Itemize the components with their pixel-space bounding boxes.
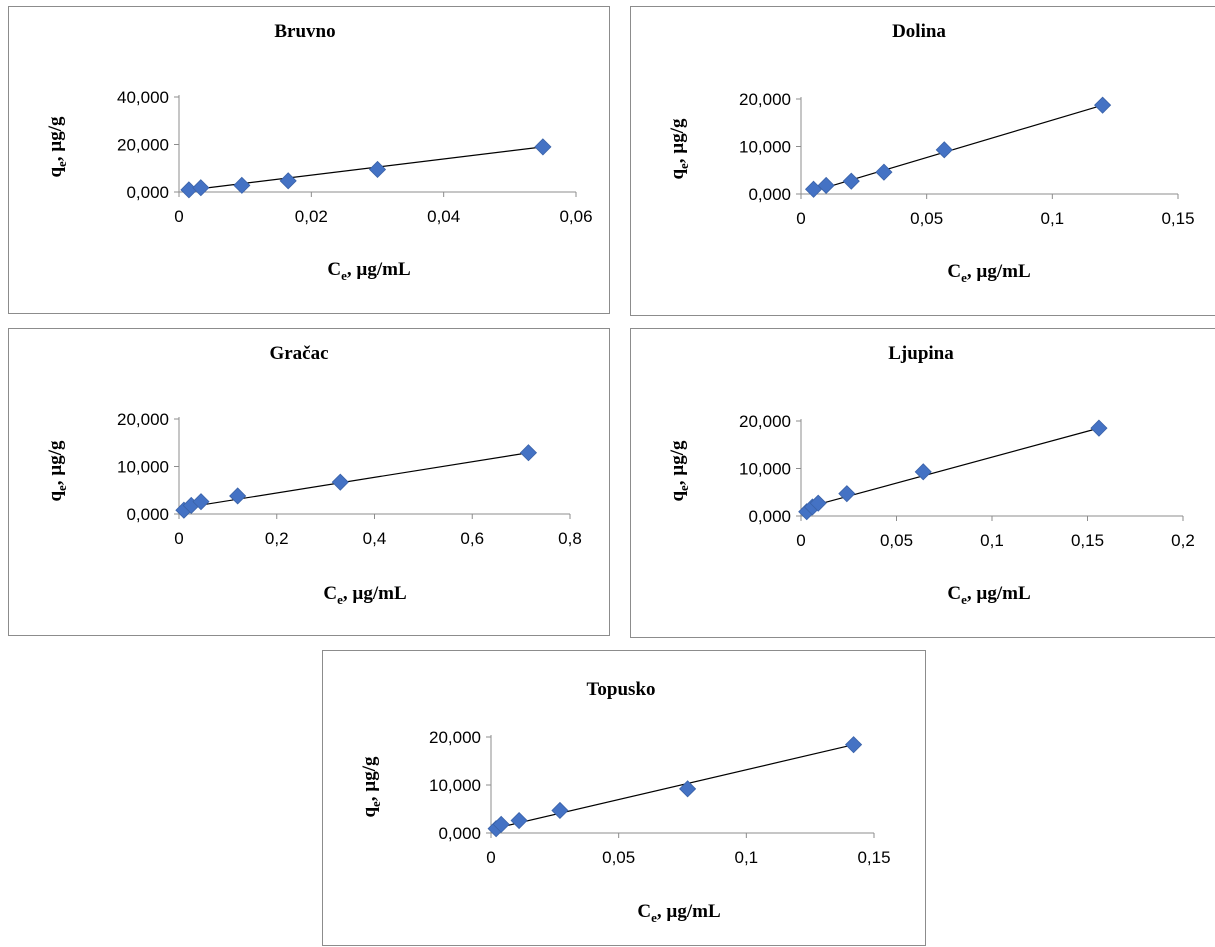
x-tick-label: 0,15 — [857, 848, 890, 867]
chart-panel-dolina: Dolina 0,000 10,000 20,000 0 0,05 0,1 0,15 Ce, µ… — [630, 6, 1215, 316]
y-axis-title: qe, µg/g — [359, 756, 383, 818]
data-point-marker — [192, 493, 210, 511]
chart-title: Ljupina — [888, 343, 954, 364]
chart-panel-ljupina: Ljupina 0,000 10,000 20,000 0 0,05 0,1 0,15 0,2 C… — [630, 328, 1215, 638]
chart-gracac: Gračac 0,000 10,000 20,000 0 0,2 0,4 0,6 0,8 Ce, … — [45, 343, 582, 607]
chart-panel-topusko: Topusko 0,000 10,000 20,000 0 0,05 0,1 0,15 Ce, … — [322, 650, 926, 946]
data-point-marker — [492, 815, 510, 833]
data-point-marker — [935, 141, 953, 159]
data-point-marker — [817, 176, 835, 195]
data-point-marker — [679, 780, 697, 798]
data-point-marker — [1090, 419, 1108, 437]
data-point-marker — [551, 801, 569, 820]
data-point-marker — [838, 485, 856, 503]
x-tick-label: 0,6 — [460, 529, 484, 548]
x-tick-label: 0,1 — [735, 848, 759, 867]
x-tick-label: 0,2 — [265, 529, 289, 548]
x-tick-label: 0,05 — [602, 848, 635, 867]
x-tick-label: 0,05 — [880, 531, 913, 550]
y-tick-label: 20,000 — [739, 90, 791, 109]
y-tick-label: 20,000 — [429, 728, 481, 747]
chart-panel-gracac: Gračac 0,000 10,000 20,000 0 0,2 0,4 0,6 0,8 Ce, … — [8, 328, 610, 636]
y-tick-label: 20,000 — [117, 410, 169, 429]
data-point-marker — [510, 811, 528, 830]
y-tick-label: 0,000 — [126, 505, 169, 524]
x-axis-title: Ce, µg/mL — [637, 901, 720, 925]
x-tick-label: 0,06 — [559, 207, 592, 226]
y-tick-label: 0,000 — [748, 185, 791, 204]
y-tick-label: 20,000 — [739, 412, 791, 431]
trendline — [813, 104, 1103, 192]
x-tick-label: 0,8 — [558, 529, 582, 548]
x-tick-label: 0,02 — [295, 207, 328, 226]
data-point-marker — [842, 172, 860, 190]
x-tick-label: 0 — [174, 207, 183, 226]
x-tick-label: 0,04 — [427, 207, 460, 226]
y-tick-label: 0,000 — [748, 507, 791, 526]
y-tick-label: 20,000 — [117, 136, 169, 155]
data-point-marker — [914, 463, 932, 481]
trendline — [495, 744, 854, 829]
data-point-marker — [192, 179, 210, 197]
data-point-marker — [845, 736, 863, 754]
x-tick-label: 0,15 — [1161, 209, 1194, 228]
chart-panel-bruvno: Bruvno 0,000 20,000 40,000 0 0,02 0,04 0,06 Ce, … — [8, 6, 610, 314]
x-tick-label: 0 — [796, 531, 805, 550]
data-point-marker — [534, 138, 552, 156]
data-point-marker — [805, 180, 823, 198]
chart-title: Dolina — [892, 21, 946, 42]
y-axis-title: qe, µg/g — [667, 440, 691, 502]
x-axis-title: Ce, µg/mL — [947, 261, 1030, 285]
chart-title: Topusko — [586, 679, 655, 700]
data-point-marker — [368, 160, 387, 179]
data-point-marker — [1094, 96, 1112, 114]
y-axis-title: qe, µg/g — [45, 116, 69, 178]
y-tick-label: 10,000 — [739, 138, 791, 157]
x-tick-label: 0,2 — [1171, 531, 1195, 550]
y-axis-title: qe, µg/g — [45, 440, 69, 502]
x-axis-title: Ce, µg/mL — [327, 259, 410, 283]
x-tick-label: 0,05 — [910, 209, 943, 228]
chart-bruvno: Bruvno 0,000 20,000 40,000 0 0,02 0,04 0,06 Ce, … — [45, 21, 593, 283]
chart-ljupina: Ljupina 0,000 10,000 20,000 0 0,05 0,1 0,15 0,2 C… — [667, 343, 1195, 607]
x-tick-label: 0 — [486, 848, 495, 867]
y-tick-label: 40,000 — [117, 88, 169, 107]
x-tick-label: 0,1 — [1041, 209, 1065, 228]
trendline — [806, 427, 1100, 509]
y-tick-label: 0,000 — [438, 824, 481, 843]
x-axis-title: Ce, µg/mL — [323, 583, 406, 607]
data-point-marker — [331, 473, 349, 491]
data-point-marker — [809, 494, 827, 512]
chart-topusko: Topusko 0,000 10,000 20,000 0 0,05 0,1 0,15 Ce, … — [359, 679, 891, 925]
chart-title: Bruvno — [274, 21, 335, 42]
y-tick-label: 10,000 — [739, 460, 791, 479]
x-tick-label: 0,15 — [1071, 531, 1104, 550]
data-point-marker — [229, 487, 247, 505]
data-point-marker — [279, 172, 297, 190]
y-axis-title: qe, µg/g — [667, 118, 691, 180]
chart-dolina: Dolina 0,000 10,000 20,000 0 0,05 0,1 0,15 Ce, µ… — [667, 21, 1195, 285]
data-point-marker — [233, 176, 251, 194]
y-tick-label: 10,000 — [117, 458, 169, 477]
x-axis-title: Ce, µg/mL — [947, 583, 1030, 607]
data-point-marker — [519, 444, 538, 462]
x-tick-label: 0 — [174, 529, 183, 548]
x-tick-label: 0,4 — [363, 529, 387, 548]
x-tick-label: 0,1 — [980, 531, 1004, 550]
x-tick-label: 0 — [796, 209, 805, 228]
y-tick-label: 10,000 — [429, 776, 481, 795]
data-point-marker — [875, 163, 893, 181]
y-tick-label: 0,000 — [126, 183, 169, 202]
chart-title: Gračac — [269, 343, 328, 364]
